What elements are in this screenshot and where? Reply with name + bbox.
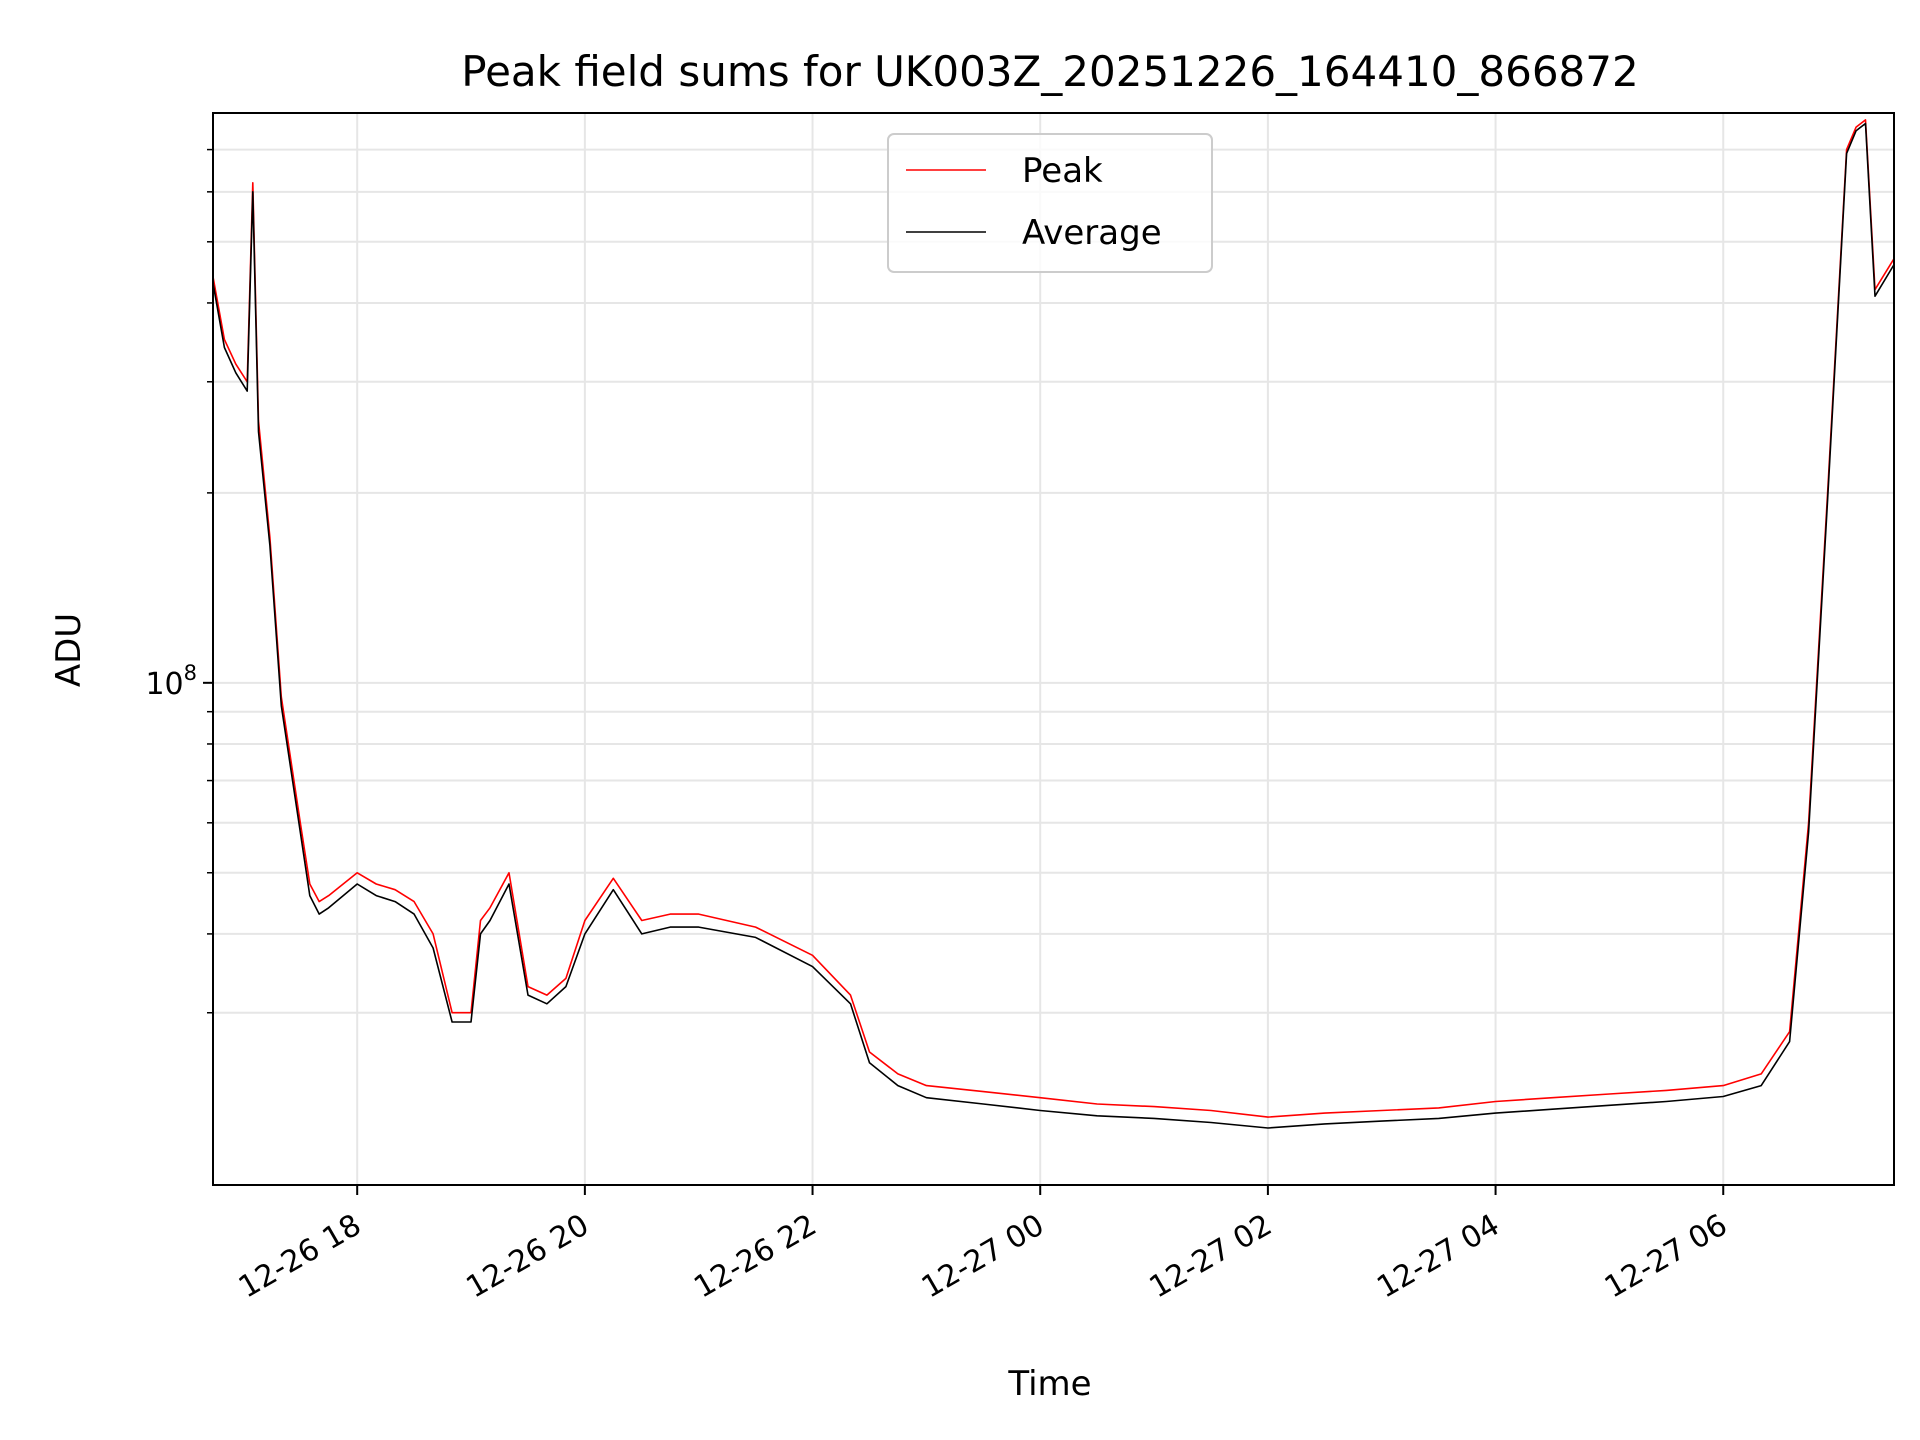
grid-lines: [213, 113, 1894, 1185]
legend-average-label: Average: [1022, 213, 1162, 253]
series-line-average: [212, 122, 1895, 1129]
legend-peak-label: Peak: [1022, 151, 1103, 191]
y-tick-label: 108: [145, 661, 197, 702]
series-line-peak: [212, 119, 1895, 1118]
chart-title: Peak field sums for UK003Z_20251226_1644…: [461, 47, 1638, 96]
y-axis-ticks: 108: [145, 148, 213, 1014]
x-axis-label: Time: [1007, 1364, 1091, 1404]
plot-area-frame: [212, 112, 1895, 1186]
legend-box: [887, 133, 1213, 273]
y-axis-label: ADU: [49, 613, 89, 687]
legend: Peak Average: [887, 133, 1213, 273]
series-layer: [212, 119, 1895, 1129]
